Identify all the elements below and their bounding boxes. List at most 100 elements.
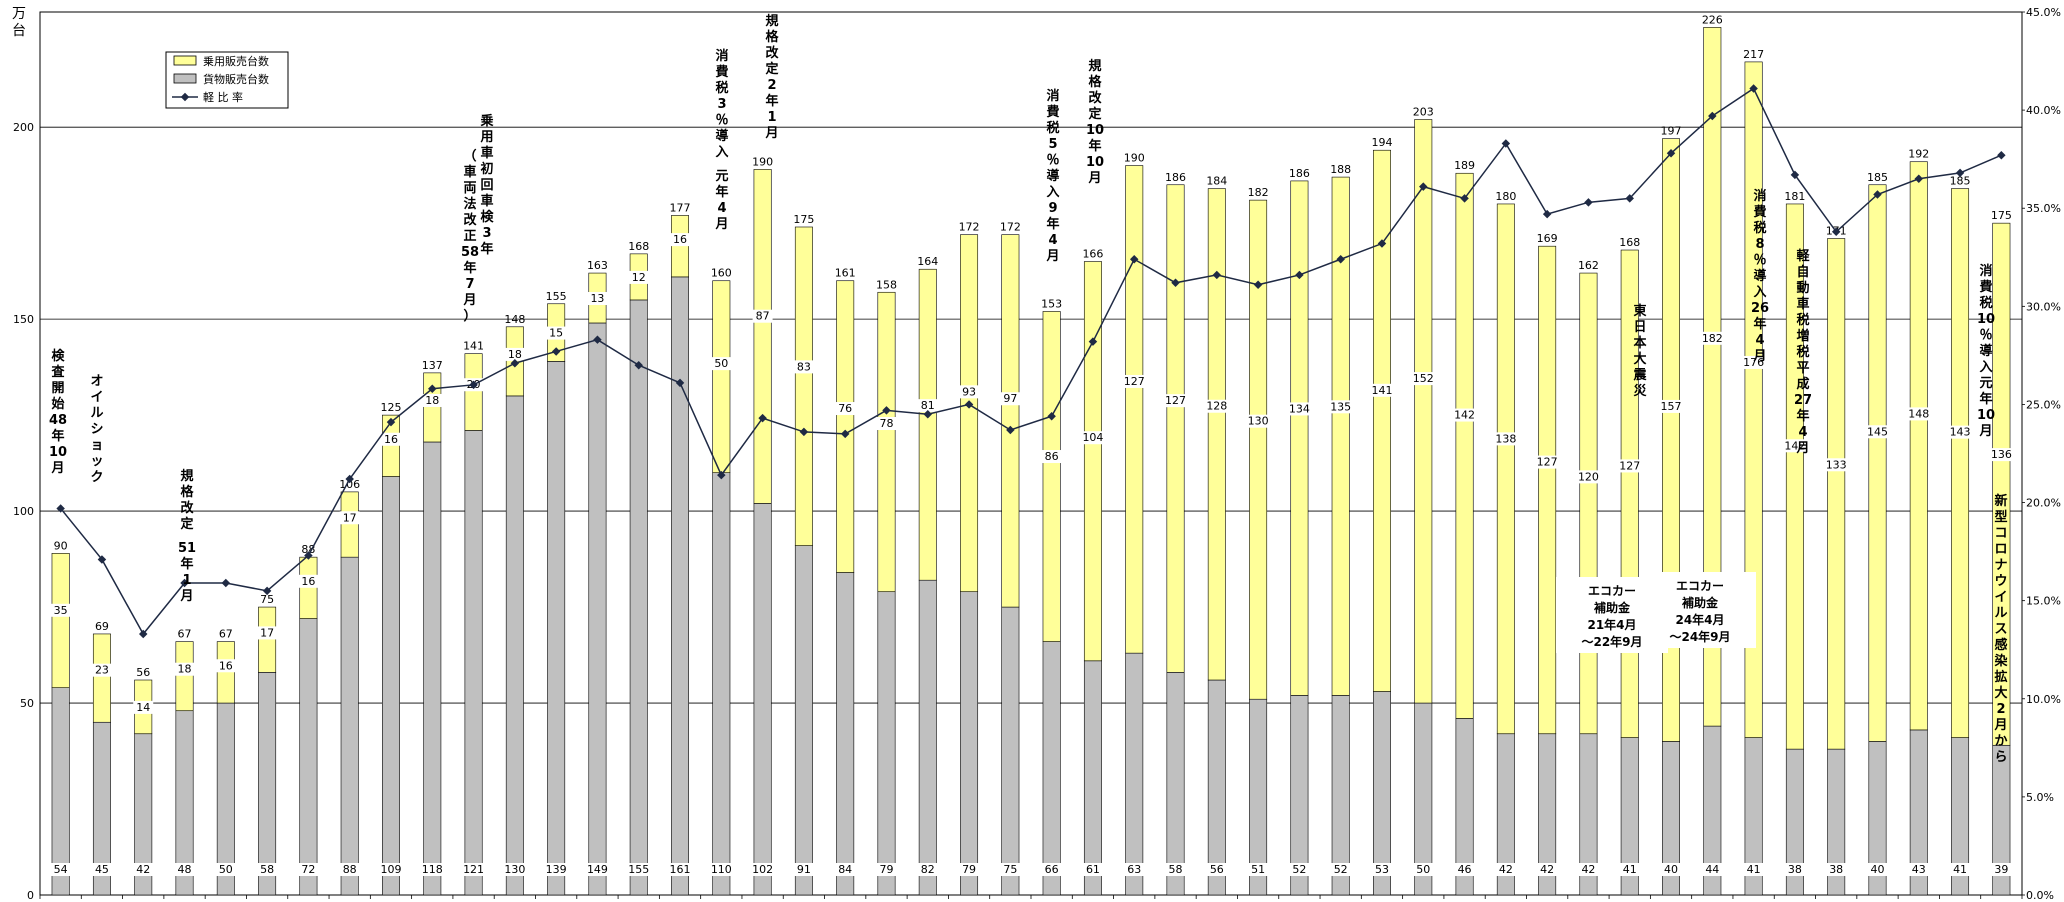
data-label-total: 88 (301, 543, 315, 556)
ratio-point (551, 347, 561, 356)
y-tick-label: 50 (20, 697, 34, 710)
bar-passenger (1909, 161, 1928, 731)
data-label-total: 164 (917, 255, 938, 268)
bar-cargo (753, 503, 772, 896)
annotation-text: ク (90, 470, 103, 485)
bar-cargo (629, 299, 648, 896)
annotation-text: 費 (1979, 279, 1992, 295)
annotation-text: 導 (715, 128, 728, 144)
annotation-text: 48 (49, 413, 67, 428)
data-label-cargo: 121 (463, 863, 484, 876)
bar-cargo (1083, 660, 1102, 896)
annotation-text: 導 (1753, 268, 1766, 284)
ratio-point (593, 335, 602, 344)
ratio-point (799, 427, 809, 437)
annotation-text: 月 (1993, 718, 2007, 733)
data-label-total: 137 (422, 359, 443, 372)
bar-passenger (464, 353, 483, 431)
data-label-passenger: 133 (1826, 458, 1847, 471)
ratio-point (221, 578, 231, 588)
data-label-passenger: 134 (1289, 402, 1310, 415)
annotation-text: 正 (463, 229, 476, 244)
label-bg (1826, 458, 1847, 472)
data-label-passenger: 127 (1165, 394, 1186, 407)
data-label-cargo: 139 (546, 863, 567, 876)
annotation-text: 車 (1796, 296, 1809, 312)
label-bg (1371, 383, 1392, 397)
data-label-passenger: 130 (1248, 415, 1269, 428)
annotation-text: 10 (1086, 155, 1104, 170)
label-bg (876, 417, 897, 431)
data-label-cargo: 118 (422, 863, 443, 876)
label-bg (422, 393, 443, 407)
label-bg (298, 863, 319, 876)
annotation-text: 年 (1796, 408, 1809, 424)
bar-cargo (671, 276, 689, 896)
annotation-text: 元 (1979, 376, 1992, 391)
ratio-point (1584, 198, 1593, 207)
bar-passenger (1331, 176, 1350, 696)
data-label-cargo: 72 (301, 863, 315, 876)
data-label-passenger: 86 (1045, 450, 1059, 463)
data-label-passenger: 138 (1495, 432, 1516, 445)
bars-layer (51, 27, 2011, 896)
annotation-text: 入 (1753, 285, 1766, 300)
label-bg (1413, 372, 1434, 386)
annotation-text: イ (90, 390, 103, 405)
annotation-text: 費 (715, 64, 728, 80)
annotation-text: ル (90, 406, 103, 421)
bar-passenger (1951, 188, 1970, 738)
y2-tick-label: 40.0% (2026, 104, 2061, 117)
data-label-passenger: 104 (1082, 431, 1103, 444)
annotation-text: 月 (179, 589, 193, 604)
data-label-total: 172 (959, 221, 980, 234)
bar-passenger (1290, 180, 1309, 696)
label-bg (1124, 374, 1145, 388)
data-label-total: 161 (835, 267, 856, 280)
y2-tick-label: 15.0% (2026, 595, 2061, 608)
label-bg (1661, 863, 1682, 876)
ratio-point (882, 406, 891, 415)
legend-swatch-cargo (173, 73, 197, 84)
bar-cargo (423, 441, 442, 896)
annotation-text: 大 (1994, 685, 2007, 701)
data-label-passenger: 76 (838, 402, 852, 415)
data-label-passenger: 136 (1991, 448, 2012, 461)
bar-cargo (918, 579, 937, 896)
bar-cargo (299, 618, 318, 896)
label-bg (1784, 863, 1805, 876)
bar-passenger (51, 553, 70, 688)
bar-cargo (464, 430, 483, 896)
data-label-cargo: 58 (1169, 863, 1183, 876)
data-label-passenger: 143 (1950, 426, 1971, 439)
data-label-total: 148 (504, 313, 525, 326)
label-bg (422, 863, 443, 876)
ratio-point (1006, 425, 1015, 435)
annotation-text: 初 (480, 161, 493, 177)
annotation-text: 月 (1045, 249, 1059, 264)
label-bg (1991, 863, 2012, 876)
annotation-text: 成 (1796, 376, 1809, 392)
data-label-total: 186 (1289, 167, 1310, 180)
annotation-text: 年 (463, 260, 476, 276)
data-label-passenger: 16 (301, 575, 315, 588)
y2-tick-label: 35.0% (2026, 202, 2061, 215)
data-label-passenger: 127 (1537, 456, 1558, 469)
bar-passenger (1579, 272, 1598, 735)
annotation-text: 1 (182, 573, 191, 588)
legend-swatch-passenger (173, 55, 197, 66)
y2-tick-label: 25.0% (2026, 398, 2061, 411)
data-label-total: 56 (136, 666, 150, 679)
label-bg (876, 863, 897, 876)
annotation-text: 月 (1795, 441, 1809, 456)
bar-passenger (712, 280, 731, 473)
annotation-text: イ (1994, 590, 2007, 605)
annotation-text: 年 (715, 184, 728, 200)
bar-passenger (1455, 172, 1474, 719)
label-bg (1495, 863, 1516, 876)
plot-frame (39, 11, 2023, 896)
label-bg (1950, 863, 1971, 876)
data-label-passenger: 23 (95, 664, 109, 677)
